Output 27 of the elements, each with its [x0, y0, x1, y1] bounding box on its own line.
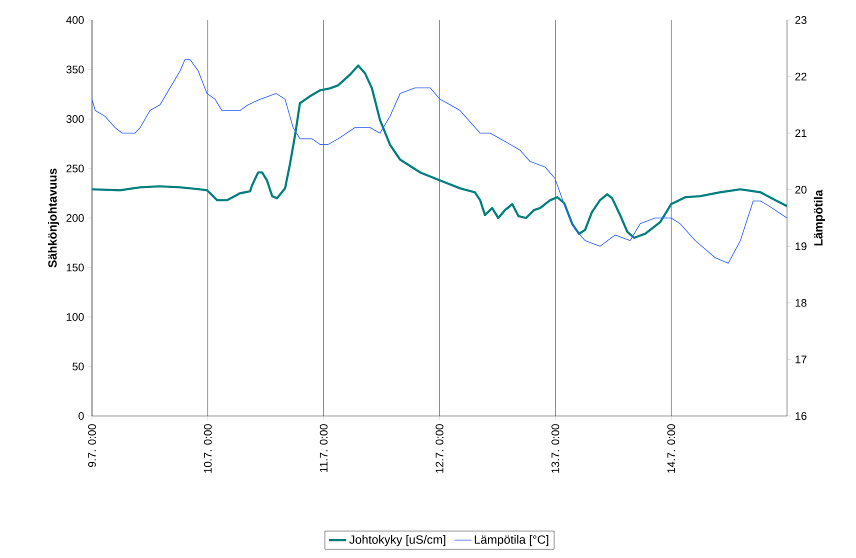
legend-label: Lämpötila [°C]	[474, 535, 548, 546]
y-tick-label: 100	[66, 313, 84, 321]
y2-tick-label: 20	[795, 186, 807, 194]
y2-tick-label: 23	[795, 16, 806, 24]
x-tick-label: 14.7. 0:00	[667, 424, 676, 473]
x-tick-label: 10.7. 0:00	[204, 424, 212, 473]
y2-tick-label: 18	[796, 298, 806, 307]
y-tick-label: 400	[66, 16, 84, 24]
y-tick-label: 0	[78, 412, 84, 420]
y2-axis-title: Lämpötila	[814, 190, 825, 246]
x-tick-label: 12.7. 0:00	[436, 424, 444, 473]
y-tick-label: 300	[66, 115, 84, 123]
x-tick-label: 9.7. 0:00	[88, 424, 96, 467]
y-tick-label: 250	[66, 164, 84, 172]
y-tick-label: 350	[66, 66, 84, 74]
y-tick-label: 50	[72, 362, 84, 370]
y2-tick-label: 16	[796, 412, 806, 420]
y-axis-title: Sähkönjohtavuus	[48, 168, 60, 268]
y2-tick-label: 17	[796, 356, 806, 364]
legend-label: Johtokyky [uS/cm]	[349, 535, 446, 546]
y2-tick-label: 21	[795, 129, 806, 137]
y2-tick-label: 19	[796, 242, 806, 250]
y2-tick-label: 22	[795, 72, 806, 80]
y-tick-label: 200	[66, 214, 84, 222]
y-tick-label: 150	[66, 264, 84, 272]
x-tick-label: 11.7. 0:00	[320, 424, 328, 472]
x-tick-label: 13.7. 0:00	[551, 424, 560, 473]
